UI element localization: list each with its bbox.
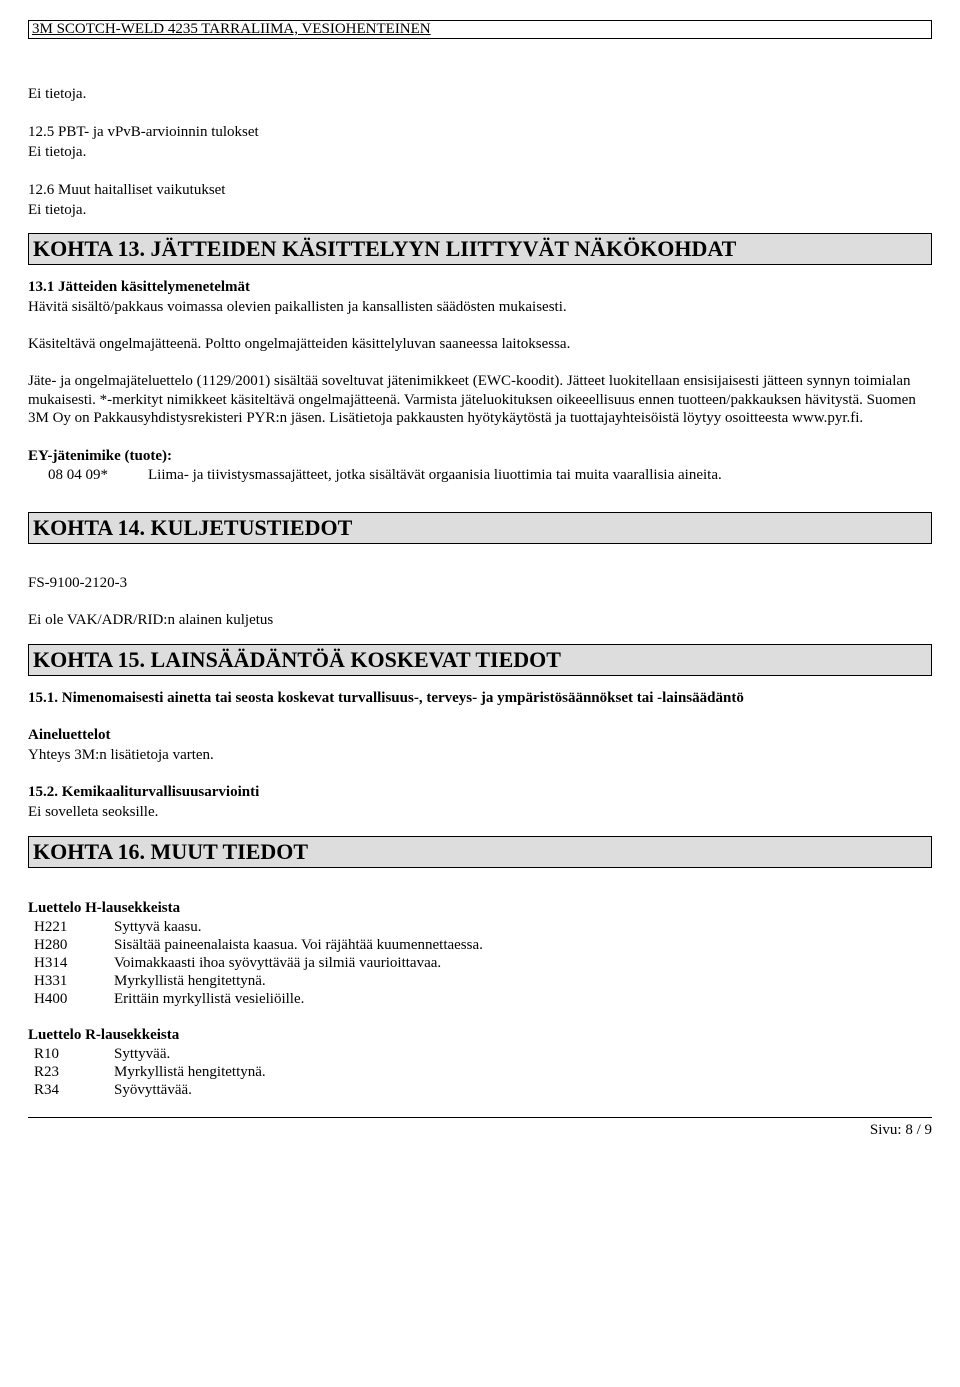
h-desc: Syttyvä kaasu. [114, 919, 932, 936]
body-12-5: Ei tietoja. [28, 143, 932, 162]
ey-waste-code: 08 04 09* [28, 467, 148, 484]
section-16-title: KOHTA 16. MUUT TIEDOT [28, 836, 932, 868]
r-code: R34 [28, 1082, 114, 1099]
h-desc: Myrkyllistä hengitettynä. [114, 973, 932, 990]
body-15-2: Ei sovelleta seoksille. [28, 803, 932, 822]
ey-waste-label: EY-jätenimike (tuote): [28, 448, 932, 465]
h-list-row: H331 Myrkyllistä hengitettynä. [28, 973, 932, 990]
h-desc: Erittäin myrkyllistä vesieliöille. [114, 991, 932, 1008]
body-13-1-b: Käsiteltävä ongelmajätteenä. Poltto onge… [28, 335, 932, 354]
h-code: H400 [28, 991, 114, 1008]
h-code: H314 [28, 955, 114, 972]
ey-waste-desc: Liima- ja tiivistysmassajätteet, jotka s… [148, 467, 932, 484]
body-14-b: Ei ole VAK/ADR/RID:n alainen kuljetus [28, 611, 932, 630]
h-list-row: H221 Syttyvä kaasu. [28, 919, 932, 936]
h-list-row: H314 Voimakkaasti ihoa syövyttävää ja si… [28, 955, 932, 972]
ey-waste-row: 08 04 09* Liima- ja tiivistysmassajättee… [28, 467, 932, 484]
h-desc: Voimakkaasti ihoa syövyttävää ja silmiä … [114, 955, 932, 972]
r-list-row: R23 Myrkyllistä hengitettynä. [28, 1064, 932, 1081]
r-list-row: R34 Syövyttävää. [28, 1082, 932, 1099]
r-desc: Syttyvää. [114, 1046, 932, 1063]
subheading-12-5: 12.5 PBT- ja vPvB-arvioinnin tulokset [28, 124, 932, 141]
subheading-15-1: 15.1. Nimenomaisesti ainetta tai seosta … [28, 690, 932, 707]
h-desc: Sisältää paineenalaista kaasua. Voi räjä… [114, 937, 932, 954]
r-code: R23 [28, 1064, 114, 1081]
h-list-row: H400 Erittäin myrkyllistä vesieliöille. [28, 991, 932, 1008]
document-header-box: 3M SCOTCH-WELD 4235 TARRALIIMA, VESIOHEN… [28, 20, 932, 39]
footer-divider [28, 1117, 932, 1118]
intro-line1: Ei tietoja. [28, 85, 932, 104]
subheading-12-6: 12.6 Muut haitalliset vaikutukset [28, 182, 932, 199]
r-desc: Myrkyllistä hengitettynä. [114, 1064, 932, 1081]
section-14-title: KOHTA 14. KULJETUSTIEDOT [28, 512, 932, 544]
h-list-label: Luettelo H-lausekkeista [28, 900, 932, 917]
subheading-15-2: 15.2. Kemikaaliturvallisuusarviointi [28, 784, 932, 801]
h-list-row: H280 Sisältää paineenalaista kaasua. Voi… [28, 937, 932, 954]
body-14-a: FS-9100-2120-3 [28, 574, 932, 593]
body-12-6: Ei tietoja. [28, 201, 932, 220]
h-code: H280 [28, 937, 114, 954]
document-header-title: 3M SCOTCH-WELD 4235 TARRALIIMA, VESIOHEN… [32, 21, 431, 37]
r-code: R10 [28, 1046, 114, 1063]
body-13-1-c: Jäte- ja ongelmajäteluettelo (1129/2001)… [28, 372, 932, 428]
h-code: H221 [28, 919, 114, 936]
subheading-13-1: 13.1 Jätteiden käsittelymenetelmät [28, 279, 932, 296]
aine-label: Aineluettelot [28, 727, 932, 744]
aine-body: Yhteys 3M:n lisätietoja varten. [28, 746, 932, 765]
r-list-label: Luettelo R-lausekkeista [28, 1027, 932, 1044]
section-13-title: KOHTA 13. JÄTTEIDEN KÄSITTELYYN LIITTYVÄ… [28, 233, 932, 265]
body-13-1-a: Hävitä sisältö/pakkaus voimassa olevien … [28, 298, 932, 317]
r-list-row: R10 Syttyvää. [28, 1046, 932, 1063]
r-desc: Syövyttävää. [114, 1082, 932, 1099]
page-footer: Sivu: 8 / 9 [28, 1122, 932, 1139]
h-code: H331 [28, 973, 114, 990]
section-15-title: KOHTA 15. LAINSÄÄDÄNTÖÄ KOSKEVAT TIEDOT [28, 644, 932, 676]
